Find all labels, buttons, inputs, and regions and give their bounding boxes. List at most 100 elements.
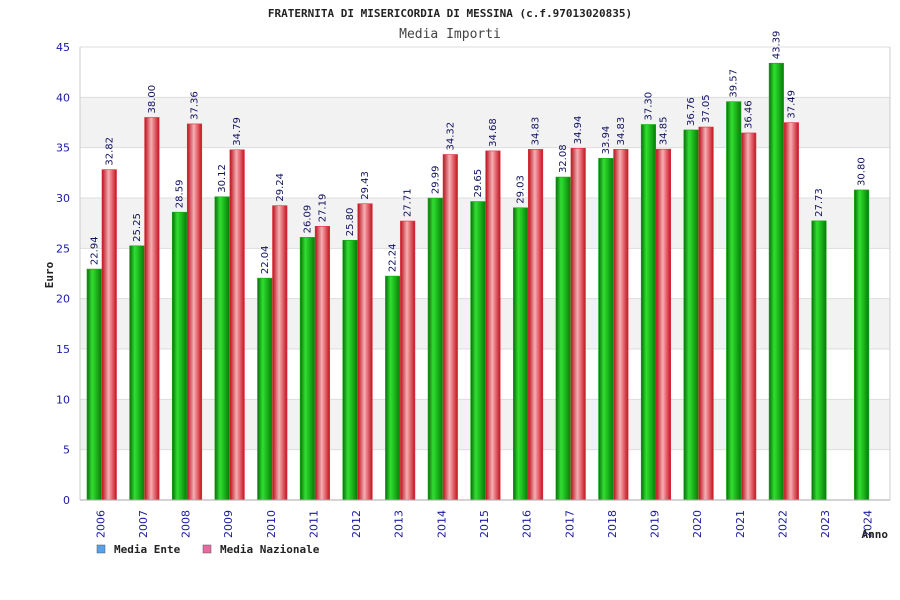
bar-media-ente — [427, 197, 443, 501]
chart-title: FRATERNITA DI MISERICORDIA DI MESSINA (c… — [268, 7, 632, 20]
x-tick-label: 2021 — [734, 510, 747, 538]
bar-media-nazionale — [528, 149, 544, 501]
bars — [86, 62, 870, 501]
value-label-nazionale: 34.94 — [573, 116, 584, 145]
bar-media-ente — [257, 277, 273, 501]
value-label-nazionale: 37.49 — [786, 90, 797, 119]
x-tick-label: 2013 — [393, 510, 406, 538]
bar-media-ente — [640, 124, 657, 501]
value-label-ente: 32.08 — [558, 144, 569, 173]
value-label-ente: 25.80 — [345, 208, 356, 237]
bar-media-nazionale — [229, 149, 245, 501]
value-label-nazionale: 32.82 — [104, 137, 115, 166]
bar-media-ente — [683, 129, 699, 501]
value-label-ente: 27.73 — [814, 188, 825, 217]
y-tick-label: 0 — [63, 494, 70, 507]
y-axis-title: Euro — [43, 261, 56, 288]
value-label-ente: 30.80 — [857, 157, 868, 186]
value-label-nazionale: 34.68 — [488, 118, 499, 147]
x-tick-label: 2006 — [94, 510, 107, 538]
bar-media-nazionale — [613, 149, 629, 501]
chart-subtitle: Media Importi — [399, 27, 501, 42]
axes — [79, 47, 891, 501]
x-tick-label: 2008 — [180, 510, 193, 538]
value-label-ente: 25.25 — [132, 213, 143, 242]
bar-media-nazionale — [144, 117, 160, 501]
value-label-ente: 22.04 — [260, 245, 271, 274]
y-tick-label: 40 — [56, 91, 70, 104]
value-label-nazionale: 27.71 — [403, 188, 414, 217]
value-label-ente: 33.94 — [601, 126, 612, 155]
y-tick-label: 5 — [63, 444, 70, 457]
bar-media-ente — [470, 201, 486, 501]
x-axis-title: Anno — [862, 528, 889, 541]
value-label-ente: 26.09 — [302, 205, 313, 234]
x-tick-label: 2014 — [435, 510, 448, 538]
bar-media-ente — [171, 211, 188, 501]
bar-media-nazionale — [357, 203, 373, 501]
y-tick-label: 45 — [56, 41, 70, 54]
bar-media-ente — [86, 268, 102, 501]
value-label-nazionale: 29.43 — [360, 171, 371, 200]
x-tick-label: 2007 — [137, 510, 150, 538]
y-tick-label: 30 — [56, 192, 70, 205]
bar-media-nazionale — [741, 132, 757, 501]
legend-swatch-nazionale — [202, 544, 212, 554]
x-tick-label: 2022 — [776, 510, 789, 538]
value-labels: 22.94 32.82 25.25 38.00 28.59 37.36 30.12 34.79… — [89, 31, 867, 275]
x-tick-label: 2020 — [691, 510, 704, 538]
bar-media-nazionale — [272, 205, 288, 501]
value-label-ente: 29.03 — [516, 175, 527, 204]
bar-media-nazionale — [186, 123, 203, 501]
x-tick-label: 2010 — [265, 510, 278, 538]
value-label-nazionale: 34.83 — [616, 117, 627, 146]
value-label-nazionale: 34.83 — [531, 117, 542, 146]
bar-media-ente — [811, 220, 827, 501]
bar-media-nazionale — [442, 154, 458, 501]
value-label-nazionale: 27.19 — [317, 194, 328, 223]
bar-media-nazionale — [698, 126, 714, 501]
bar-media-ente — [129, 245, 145, 501]
value-label-ente: 36.76 — [686, 97, 697, 126]
bar-media-nazionale — [655, 148, 672, 501]
y-tick-label: 35 — [56, 142, 70, 155]
bar-media-ente — [854, 189, 870, 501]
legend-swatch-ente — [96, 544, 106, 554]
x-tick-label: 2024 — [862, 510, 875, 538]
bar-media-ente — [598, 158, 614, 501]
value-label-ente: 43.39 — [771, 31, 782, 60]
x-tick-labels: 2006 2007 2008 2009 2010 2011 2012 2013 2014 2015… — [94, 510, 874, 538]
bar-media-ente — [768, 62, 784, 501]
value-label-ente: 22.24 — [388, 243, 399, 272]
bar-media-nazionale — [400, 220, 416, 501]
bar-media-nazionale — [485, 150, 501, 501]
x-tick-label: 2017 — [563, 510, 576, 538]
y-tick-labels: 0 5 10 15 20 25 30 35 40 45 — [56, 41, 70, 507]
x-tick-label: 2009 — [222, 510, 235, 538]
value-label-ente: 30.12 — [217, 164, 228, 193]
value-label-ente: 28.59 — [175, 180, 186, 209]
x-tick-label: 2015 — [478, 510, 491, 538]
bar-media-nazionale — [101, 169, 117, 501]
x-tick-label: 2019 — [649, 510, 662, 538]
bar-media-ente — [726, 101, 742, 501]
bar-media-nazionale — [314, 225, 330, 501]
x-tick-label: 2011 — [307, 510, 320, 538]
legend-label-ente: Media Ente — [114, 543, 181, 556]
bar-media-ente — [214, 196, 230, 501]
legend-label-nazionale: Media Nazionale — [220, 543, 320, 556]
bar-media-nazionale — [783, 122, 799, 501]
value-label-ente: 22.94 — [89, 236, 100, 265]
bar-media-ente — [555, 176, 571, 501]
x-tick-label: 2012 — [350, 510, 363, 538]
legend: Media Ente Media Nazionale — [96, 543, 320, 556]
bar-media-ente — [342, 239, 358, 501]
value-label-ente: 29.99 — [430, 165, 441, 194]
value-label-nazionale: 36.46 — [744, 100, 755, 129]
value-label-ente: 29.65 — [473, 169, 484, 198]
x-tick-label: 2023 — [819, 510, 832, 538]
value-label-nazionale: 29.24 — [275, 173, 286, 202]
y-tick-label: 20 — [56, 293, 70, 306]
value-label-ente: 37.30 — [643, 92, 654, 121]
